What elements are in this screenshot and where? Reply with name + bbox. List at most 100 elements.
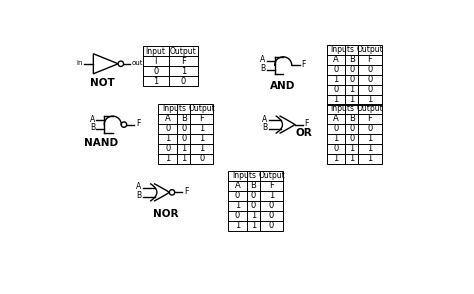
Text: 0: 0 (269, 221, 274, 230)
Text: 1: 1 (199, 134, 204, 143)
Text: F: F (184, 187, 188, 196)
Bar (143, 46, 198, 86)
Text: 1: 1 (165, 154, 170, 163)
Text: 0: 0 (367, 124, 373, 133)
Text: B: B (250, 181, 256, 190)
Text: B: B (262, 123, 267, 132)
Text: B: B (349, 55, 355, 64)
Text: F: F (368, 114, 373, 123)
Text: F: F (269, 181, 274, 190)
Text: Output: Output (189, 104, 215, 113)
Text: 0: 0 (333, 85, 338, 94)
Text: F: F (304, 119, 309, 128)
Text: 1: 1 (181, 144, 186, 153)
Text: OR: OR (296, 128, 312, 138)
Text: A: A (333, 55, 339, 64)
Text: 0: 0 (165, 124, 170, 133)
Text: B: B (90, 123, 95, 132)
Text: 1: 1 (333, 75, 338, 84)
Text: I: I (155, 56, 157, 66)
Bar (327, 44, 382, 105)
Text: A: A (136, 183, 141, 191)
Text: 0: 0 (367, 85, 373, 94)
Text: 1: 1 (349, 144, 355, 153)
Text: B: B (260, 64, 265, 73)
Text: 0: 0 (235, 191, 240, 200)
Text: NOR: NOR (154, 209, 179, 219)
Text: Inputs: Inputs (330, 45, 355, 54)
Text: Output: Output (170, 46, 197, 56)
Text: 1: 1 (199, 144, 204, 153)
Text: 1: 1 (181, 66, 186, 76)
Text: 0: 0 (349, 124, 355, 133)
Text: Output: Output (356, 104, 383, 113)
Text: 0: 0 (199, 154, 204, 163)
Text: 1: 1 (367, 154, 373, 163)
Text: 1: 1 (251, 221, 256, 230)
Text: 0: 0 (349, 134, 355, 143)
Text: 0: 0 (251, 201, 256, 210)
Text: B: B (181, 114, 187, 123)
Text: 1: 1 (367, 144, 373, 153)
Text: 0: 0 (333, 144, 338, 153)
Text: 1: 1 (153, 77, 158, 86)
Text: 0: 0 (367, 75, 373, 84)
Text: B: B (349, 114, 355, 123)
Text: 1: 1 (333, 134, 338, 143)
Text: A: A (165, 114, 171, 123)
Text: 0: 0 (235, 211, 240, 220)
Text: A: A (235, 181, 240, 190)
Text: 0: 0 (333, 65, 338, 74)
Text: 1: 1 (333, 95, 338, 104)
Text: 0: 0 (333, 124, 338, 133)
Text: Output: Output (258, 171, 285, 180)
Text: F: F (181, 56, 186, 66)
Text: A: A (333, 114, 339, 123)
Text: 1: 1 (235, 201, 240, 210)
Text: A: A (90, 115, 95, 124)
Text: 1: 1 (235, 221, 240, 230)
Text: 1: 1 (181, 154, 186, 163)
Text: in: in (76, 60, 82, 66)
Text: 1: 1 (165, 134, 170, 143)
Text: 1: 1 (367, 95, 373, 104)
Text: A: A (262, 115, 267, 124)
Text: 1: 1 (333, 154, 338, 163)
Text: 0: 0 (181, 134, 186, 143)
Text: F: F (301, 60, 305, 69)
Text: NAND: NAND (84, 138, 118, 148)
Text: 0: 0 (181, 77, 186, 86)
Text: 0: 0 (251, 191, 256, 200)
Text: F: F (200, 114, 204, 123)
Text: 0: 0 (269, 211, 274, 220)
Text: 0: 0 (153, 66, 158, 76)
Text: 1: 1 (199, 124, 204, 133)
Text: 1: 1 (349, 154, 355, 163)
Text: out: out (131, 60, 143, 66)
Text: 0: 0 (367, 65, 373, 74)
Text: 1: 1 (349, 85, 355, 94)
Text: AND: AND (270, 81, 295, 91)
Text: 0: 0 (181, 124, 186, 133)
Text: F: F (136, 119, 140, 128)
Text: Inputs: Inputs (330, 104, 355, 113)
Text: A: A (260, 56, 265, 64)
Text: 0: 0 (165, 144, 170, 153)
Text: F: F (368, 55, 373, 64)
Text: NOT: NOT (90, 78, 115, 88)
Text: 0: 0 (269, 201, 274, 210)
Text: Output: Output (356, 45, 383, 54)
Text: B: B (137, 191, 141, 200)
Text: Input: Input (146, 46, 166, 56)
Text: 1: 1 (349, 95, 355, 104)
Text: 1: 1 (367, 134, 373, 143)
Text: 0: 0 (349, 65, 355, 74)
Text: Inputs: Inputs (162, 104, 186, 113)
Bar (327, 104, 382, 164)
Text: 1: 1 (251, 211, 256, 220)
Bar (158, 104, 213, 164)
Text: 1: 1 (269, 191, 274, 200)
Bar (228, 171, 283, 231)
Text: Inputs: Inputs (232, 171, 256, 180)
Text: 0: 0 (349, 75, 355, 84)
